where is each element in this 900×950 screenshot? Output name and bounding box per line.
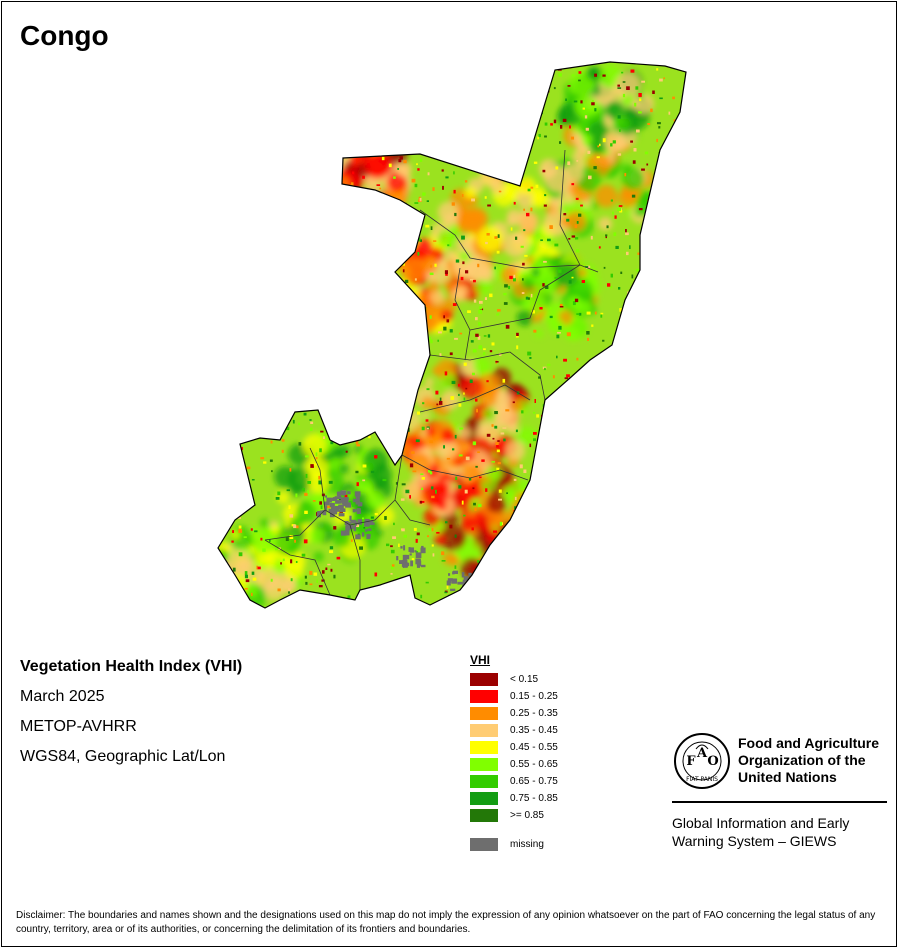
country-border <box>217 61 687 609</box>
fao-logo: F A O FIAT PANIS <box>674 733 730 789</box>
giews-line: Global Information and Early <box>672 815 850 831</box>
legend-item: 0.35 - 0.45 <box>470 722 558 739</box>
vhi-map <box>217 61 687 609</box>
legend-swatch <box>470 707 498 720</box>
legend-item: 0.45 - 0.55 <box>470 739 558 756</box>
legend-item: 0.55 - 0.65 <box>470 756 558 773</box>
legend-swatch-missing <box>470 838 498 851</box>
fao-name-line: Organization of the <box>738 752 866 768</box>
legend-swatch <box>470 792 498 805</box>
fao-name: Food and Agriculture Organization of the… <box>738 735 879 786</box>
map-info: Vegetation Health Index (VHI) March 2025… <box>20 656 242 776</box>
legend-swatch <box>470 758 498 771</box>
legend-swatch <box>470 741 498 754</box>
map-title: Congo <box>20 20 109 51</box>
legend-item: 0.75 - 0.85 <box>470 790 558 807</box>
legend-swatch <box>470 809 498 822</box>
legend-title: VHI <box>470 653 491 667</box>
legend-item: 0.25 - 0.35 <box>470 705 558 722</box>
giews-line: Warning System – GIEWS <box>672 833 837 849</box>
disclaimer: Disclaimer: The boundaries and names sho… <box>16 910 876 935</box>
logo-letter: A <box>696 746 708 761</box>
legend-label: 0.55 - 0.65 <box>510 759 558 770</box>
giews-name: Global Information and Early Warning Sys… <box>672 814 849 850</box>
period: March 2025 <box>20 688 105 705</box>
admin-boundaries <box>264 149 599 596</box>
legend-label: 0.65 - 0.75 <box>510 776 558 787</box>
fao-divider <box>672 801 887 803</box>
legend-swatch <box>470 775 498 788</box>
fao-name-line: Food and Agriculture <box>738 735 880 751</box>
legend-label: 0.25 - 0.35 <box>510 708 558 719</box>
legend-item: 0.15 - 0.25 <box>470 688 558 705</box>
legend-label: 0.35 - 0.45 <box>510 725 558 736</box>
index-name: Vegetation Health Index (VHI) <box>20 658 243 675</box>
legend-label: 0.15 - 0.25 <box>510 691 558 702</box>
legend-item: 0.65 - 0.75 <box>470 773 558 790</box>
legend-label-missing: missing <box>510 839 544 850</box>
vhi-raster <box>218 62 686 608</box>
logo-letter: F <box>686 754 696 769</box>
legend-label: 0.75 - 0.85 <box>510 793 558 804</box>
projection: WGS84, Geographic Lat/Lon <box>20 748 226 765</box>
logo-motto: FIAT PANIS <box>686 776 718 783</box>
legend-swatch <box>470 673 498 686</box>
legend-item: < 0.15 <box>470 671 558 688</box>
legend-missing: missing <box>470 836 558 853</box>
legend-swatch <box>470 690 498 703</box>
fao-name-line: United Nations <box>738 769 837 785</box>
vhi-legend: VHI < 0.15 0.15 - 0.25 0.25 - 0.35 0.35 - 0… <box>470 653 558 853</box>
logo-letter: O <box>707 754 718 769</box>
legend-item: >= 0.85 <box>470 807 558 824</box>
legend-label: 0.45 - 0.55 <box>510 742 558 753</box>
legend-swatch <box>470 724 498 737</box>
legend-label: < 0.15 <box>510 674 539 685</box>
legend-label: >= 0.85 <box>510 810 544 821</box>
sensor: METOP-AVHRR <box>20 718 137 735</box>
